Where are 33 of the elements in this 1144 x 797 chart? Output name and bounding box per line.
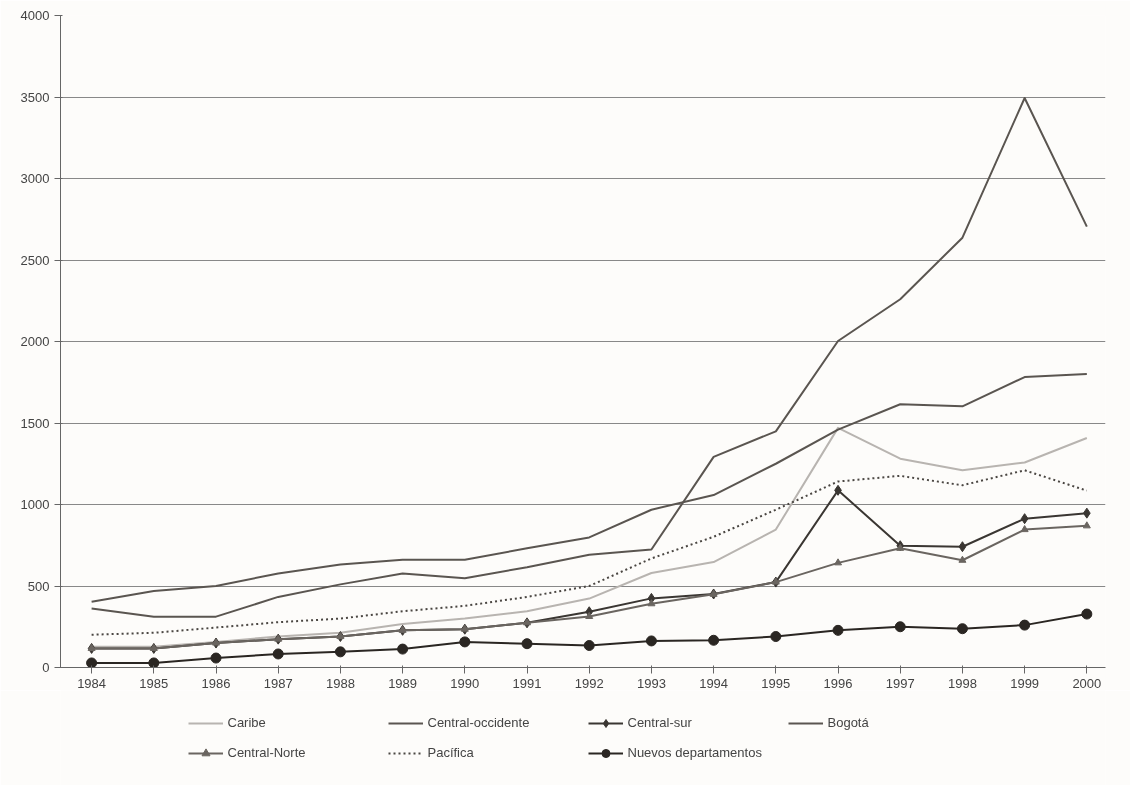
x-tick-label: 1989 <box>388 675 418 691</box>
x-tick-label: 1991 <box>512 675 542 691</box>
x-tick-label: 1987 <box>263 675 293 691</box>
legend-label: Bogotá <box>827 715 870 730</box>
x-tick-label: 1984 <box>77 675 107 691</box>
legend-label: Central-occidente <box>427 715 531 730</box>
y-tick-label: 0 <box>42 660 50 675</box>
legend-label: Central-sur <box>627 715 693 730</box>
x-tick-label: 1996 <box>823 675 853 691</box>
x-tick-label: 1985 <box>139 675 169 691</box>
y-tick-label: 3500 <box>20 89 50 105</box>
x-tick-label: 1986 <box>201 675 231 691</box>
x-tick-label: 1993 <box>636 675 666 691</box>
legend-label: Caribe <box>227 715 267 730</box>
y-tick-label: 1500 <box>20 415 50 431</box>
x-tick-label: 1994 <box>699 675 729 691</box>
x-tick-label: 1992 <box>574 675 604 691</box>
x-tick-label: 1988 <box>325 675 355 691</box>
x-tick-label: 1997 <box>885 675 915 691</box>
y-tick-label: 4000 <box>20 8 50 23</box>
y-tick-label: 1000 <box>20 497 50 512</box>
y-tick-label: 3000 <box>20 171 50 186</box>
legend-label: Nuevos departamentos <box>627 745 763 760</box>
x-tick-label: 1999 <box>1010 675 1040 691</box>
legend-label: Central-Norte <box>227 745 307 760</box>
x-tick-label: 1995 <box>761 675 791 691</box>
y-tick-label: 2500 <box>20 252 50 268</box>
y-tick-label: 500 <box>27 578 50 594</box>
x-tick-label: 1990 <box>450 675 480 691</box>
y-tick-label: 2000 <box>20 334 50 349</box>
x-tick-label: 1998 <box>947 675 977 691</box>
legend-label: Pacífica <box>427 745 475 760</box>
x-tick-label: 2000 <box>1072 675 1102 691</box>
